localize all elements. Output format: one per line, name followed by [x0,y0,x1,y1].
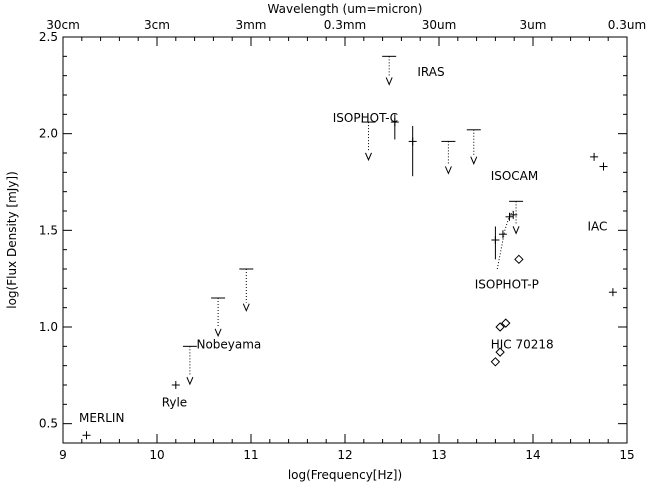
detection-point [390,114,399,140]
upper-limit [382,55,397,86]
x-tick-label: 13 [431,448,446,462]
top-tick-label: 0.3um [608,18,646,32]
faint-dotted-curve [496,210,513,270]
y-tick-label: 1.0 [39,320,58,334]
top-tick-label: 0.3mm [324,18,366,32]
annotation-label: ISOPHOT-C [333,111,398,125]
detection-point [171,381,180,389]
x-tick-label: 10 [149,448,164,462]
top-tick-label: 30cm [46,18,80,32]
detection-point [491,226,500,260]
upper-limit [239,268,254,312]
upper-limit [466,129,481,166]
plot-frame [62,36,628,444]
annotation-label: Nobeyama [196,337,261,351]
limit-arrowhead [444,166,452,175]
limit-arrowhead [186,376,194,386]
annotation-label: IAC [588,219,608,233]
annotation-label: IRAS [417,65,444,79]
x-tick-label: 15 [619,448,634,462]
annotation-label: HIC 70218 [491,337,554,351]
upper-limit [211,297,226,338]
detection-point [599,162,608,171]
y-axis-title: log(Flux Density [mJy]) [5,171,19,309]
diamond-point [514,254,524,265]
top-tick-label: 3mm [235,18,266,32]
top-axis-title: Wavelength (um=micron) [268,2,423,16]
detection-point [505,212,514,221]
limit-arrowhead [214,328,222,338]
y-tick-label: 1.5 [39,223,58,237]
diamond-point [490,357,501,367]
annotation-label: Ryle [162,395,188,409]
annotations: MERLIN Ryle Nobeyama ISOPHOT-C IRAS ISOCAM IAC… [79,65,607,425]
axis-tick-labels: 9 10 11 12 13 14 15 30cm 3cm 3mm 0.3mm 30um 3um 0.3um… [39,18,646,462]
upper-limit [509,200,524,235]
detection-point [498,230,507,239]
top-tick-label: 30um [422,18,457,32]
y-tick-label: 2.5 [39,30,58,44]
detection-point [82,431,91,440]
annotation-label: MERLIN [79,411,124,425]
x-tick-label: 12 [337,448,352,462]
axis-ticks [62,36,628,444]
data-marks [82,55,617,440]
diamond-point [495,322,505,332]
detection-point [509,210,518,219]
limit-arrowhead [470,156,478,166]
diamond-point [501,318,511,328]
limit-arrowhead [365,152,372,162]
upper-limit [361,121,376,162]
detection-point [408,125,417,177]
annotation-label: ISOCAM [491,169,539,183]
detection-point [590,152,599,161]
limit-arrowhead [242,303,250,312]
upper-limit [182,345,197,386]
diamond-point [495,347,505,357]
upper-limit [441,140,456,175]
y-tick-label: 0.5 [39,417,58,431]
annotation-label: ISOPHOT-P [475,277,539,291]
x-tick-label: 9 [59,448,67,462]
x-tick-label: 14 [525,448,540,462]
limit-arrowhead [385,77,393,86]
top-tick-label: 3cm [144,18,170,32]
x-tick-label: 11 [243,448,258,462]
detection-point [608,288,617,297]
y-tick-label: 2.0 [39,127,58,141]
x-axis-title: log(Frequency[Hz]) [288,468,402,482]
limit-arrowhead [512,226,520,235]
top-tick-label: 3um [520,18,547,32]
